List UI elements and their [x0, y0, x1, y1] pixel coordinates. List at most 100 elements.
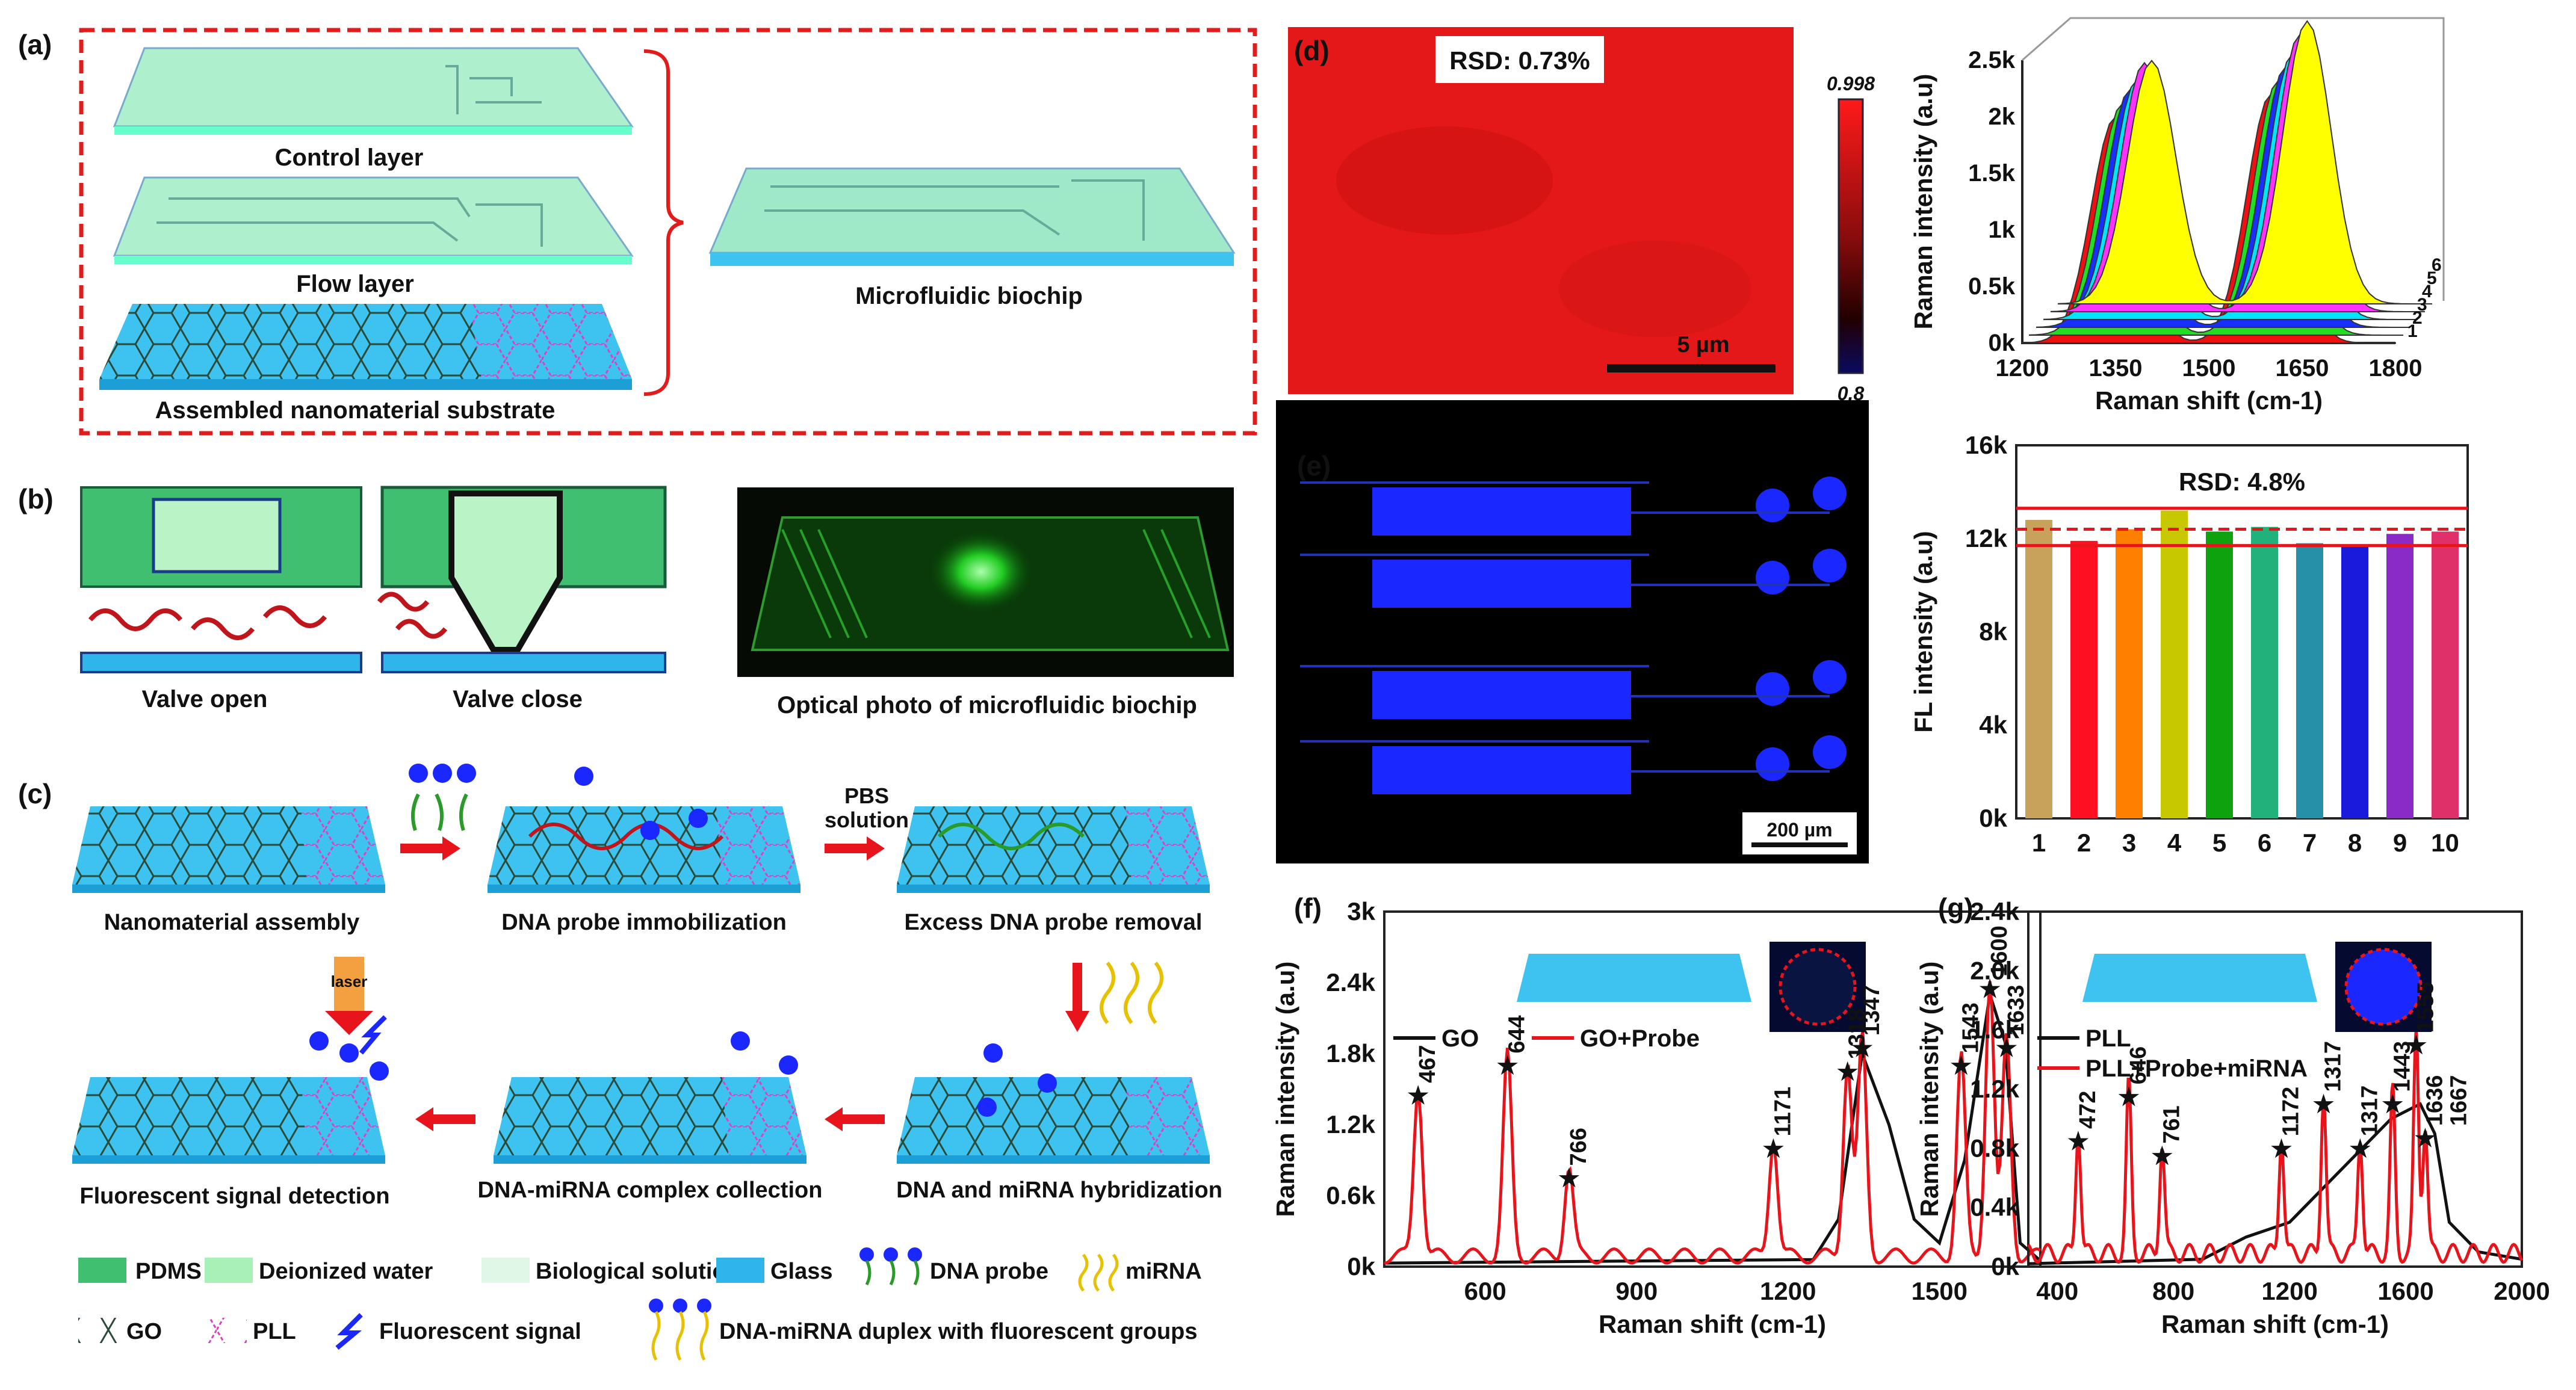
panel-label-e: (e)	[1297, 450, 1331, 481]
back-frame	[2022, 17, 2445, 301]
go-line	[1384, 993, 2042, 1265]
x-axis-label: Raman shift (cm-1)	[2095, 386, 2323, 415]
peak-star: ★	[2405, 1032, 2427, 1058]
pll-probe-mirna-line	[2027, 1027, 2524, 1264]
inset-chip	[2082, 954, 2317, 1002]
step5-label: DNA-miRNA complex collection	[478, 1178, 823, 1203]
peak-star: ★	[1851, 1035, 1873, 1061]
bar-10	[2432, 531, 2459, 818]
assembly-bracket	[643, 49, 684, 396]
bar-8	[2341, 545, 2368, 818]
y-tick: 1k	[1989, 217, 2016, 243]
peak-label-1636: 1636	[2422, 1075, 2447, 1126]
chart-raman-f: ★★★★★★★★★600 900 1200 15000k0.6k1.2k1.8k2.4…	[1271, 892, 2042, 1338]
channel-array	[1300, 477, 1847, 794]
y-tick: 0k	[1979, 804, 2007, 832]
y-tick: 1.5k	[1968, 160, 2016, 187]
panel-label-b: (b)	[18, 483, 54, 514]
y-tick: 2k	[1989, 103, 2016, 130]
step1-label: Nanomaterial assembly	[104, 910, 360, 935]
legend-label-0: GO	[1441, 1025, 1479, 1052]
peak-label-646: 646	[2126, 1046, 2151, 1084]
valve-open-diagram	[80, 486, 362, 673]
probe-legend-icon	[859, 1247, 922, 1286]
x-tick: 1650	[2276, 355, 2329, 381]
reservoir	[1756, 561, 1789, 595]
x-tick: 3	[2122, 829, 2136, 857]
y-tick: 2.4k	[1326, 968, 1375, 996]
peak-label-1317: 1317	[2357, 1086, 2382, 1137]
x-tick: 1200	[1996, 355, 2049, 381]
chart-raman-3d: 1200 1350 1500 1650 1800 0k 0.5k 1k 1.5k 2k 2.5k 12…	[1909, 17, 2445, 415]
y-tick: 0.6k	[1326, 1181, 1375, 1209]
x-tick: 7	[2303, 829, 2317, 857]
z-tick: 6	[2432, 255, 2442, 275]
panel-e: (e) 200 µm	[1276, 400, 1869, 863]
channel-block	[1372, 671, 1631, 719]
peak-star: ★	[1407, 1083, 1429, 1109]
legend-swatch-glass	[716, 1258, 764, 1283]
peak-star: ★	[2382, 1092, 2403, 1118]
z-tick: 5	[2427, 268, 2437, 288]
chip-step3	[897, 806, 1210, 893]
x-axis-label: Raman shift (cm-1)	[2161, 1310, 2389, 1338]
scale-bar-e	[1751, 842, 1848, 847]
legend-swatch-water	[205, 1258, 253, 1283]
peak-label-1172: 1172	[2279, 1087, 2304, 1136]
y-tick: 0k	[1347, 1252, 1375, 1280]
peak-star: ★	[2067, 1128, 2089, 1155]
x-tick: 1500	[2182, 355, 2236, 381]
inset-spot	[1779, 948, 1857, 1026]
y-tick: 2.0k	[1970, 956, 2019, 984]
optical-photo	[737, 487, 1234, 677]
x-tick: 1	[2032, 829, 2046, 857]
panel-d: (d) RSD: 0.73% 5 µm 0.998 0.8	[1288, 27, 1875, 404]
y-tick: 2.4k	[1970, 897, 2019, 925]
legend-swatch-go	[78, 1318, 120, 1343]
outlet-line	[1631, 511, 1830, 514]
y-tick: 8k	[1979, 617, 2007, 646]
peak-label-1555: 1555	[2413, 982, 2438, 1033]
panel-c: (c) Nanomaterial assembly DNA probe immo…	[18, 764, 1222, 1361]
peak-star: ★	[2349, 1135, 2371, 1162]
legend-go: GO	[126, 1319, 162, 1344]
duplex-legend-icon	[649, 1299, 711, 1361]
reservoir	[1813, 549, 1847, 582]
bar-1	[2025, 520, 2052, 818]
x-tick: 1600	[2377, 1277, 2433, 1305]
reservoir	[1756, 489, 1789, 522]
peak-label-1667: 1667	[2446, 1075, 2471, 1126]
peak-star: ★	[1558, 1166, 1580, 1192]
go-probe-line	[1384, 981, 2042, 1265]
y-tick: 1.2k	[1326, 1110, 1375, 1138]
bar-6	[2251, 527, 2278, 818]
outlet-line	[1631, 770, 1830, 773]
chip-step4	[897, 1043, 1210, 1164]
y-axis-label: Raman intensity (a.u)	[1909, 74, 1937, 330]
legend-swatch-pll	[205, 1318, 247, 1343]
photo-label: Optical photo of microfluidic biochip	[777, 692, 1197, 718]
step4-label: DNA and miRNA hybridization	[896, 1178, 1222, 1203]
x-tick: 6	[2258, 829, 2271, 857]
chart-fl-bar: 1 2 3 4 5 6 7 8 9 10 0k 4k 8k 12k 16k RSD: 4.8% FL inten…	[1909, 431, 2469, 857]
mirna-legend-icon	[1078, 1253, 1119, 1292]
valve-close-label: Valve close	[453, 686, 583, 712]
rsd-box-d	[1435, 36, 1604, 83]
y-axis-label: FL intensity (a.u)	[1909, 531, 1937, 732]
inset-spot	[2344, 948, 2423, 1026]
legend-fluor: Fluorescent signal	[379, 1319, 581, 1344]
peak-label-766: 766	[1566, 1128, 1591, 1166]
x-tick: 8	[2348, 829, 2362, 857]
outlet-line	[1631, 584, 1830, 586]
plot-frame	[2027, 910, 2523, 1268]
bar-5	[2206, 531, 2233, 818]
panel-a-dashed-frame	[79, 28, 1257, 436]
channel-block	[1372, 746, 1631, 794]
peak-star: ★	[1837, 1059, 1859, 1086]
step3-label: Excess DNA probe removal	[905, 910, 1203, 935]
peak-label-472: 472	[2075, 1091, 2101, 1129]
peak-label-1443: 1443	[2389, 1041, 2415, 1092]
peak-star: ★	[2414, 1125, 2436, 1152]
raman-series-6	[2058, 20, 2432, 304]
step2-label: DNA probe immobilization	[501, 910, 787, 935]
